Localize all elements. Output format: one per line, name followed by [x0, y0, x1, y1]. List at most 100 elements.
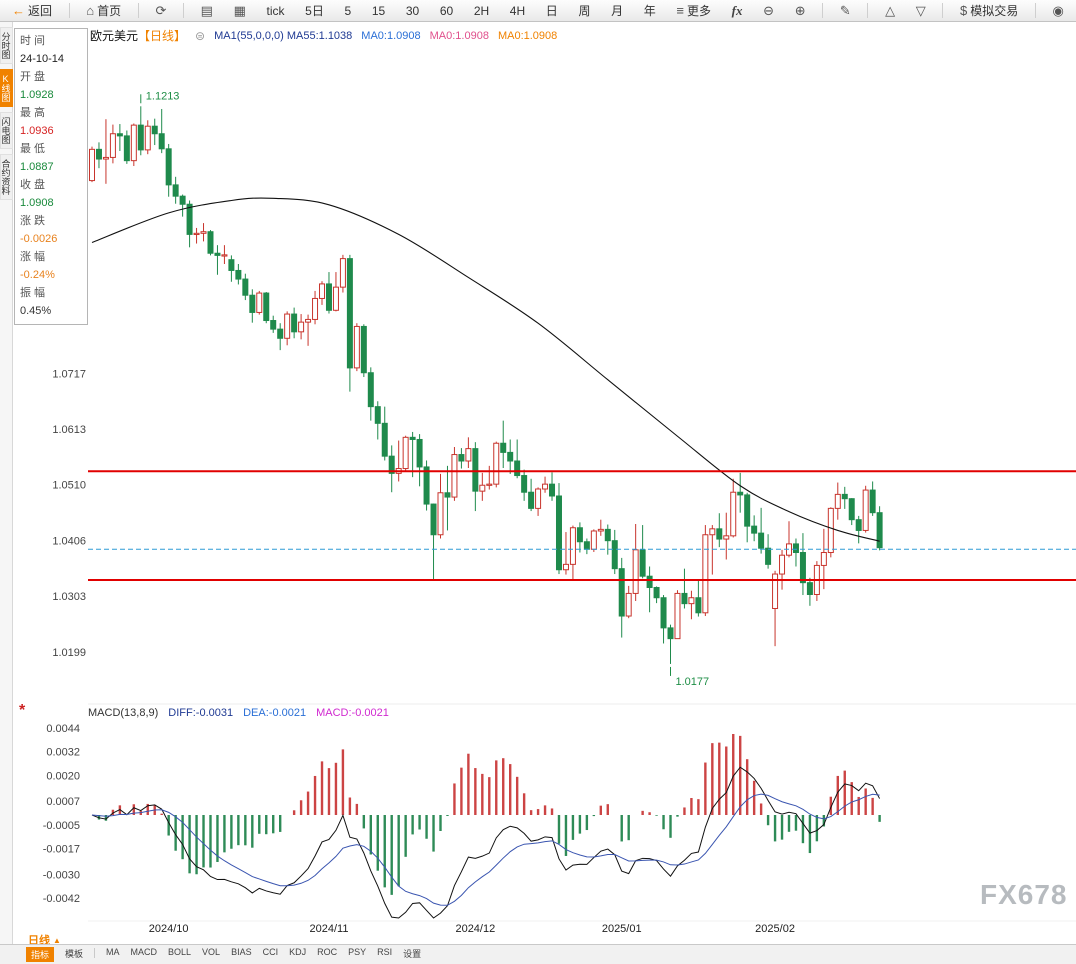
- left-nav-strip: 分时图 K线图闪电图合约资料: [0, 22, 13, 951]
- indicator-bias[interactable]: BIAS: [231, 947, 252, 957]
- indicator-vol[interactable]: VOL: [202, 947, 221, 957]
- back-button[interactable]: ← 返回: [8, 0, 56, 21]
- price-axis-label: 1.0199: [52, 647, 86, 659]
- info-label: 涨 跌: [20, 215, 46, 227]
- indicator-cci[interactable]: CCI: [262, 947, 279, 957]
- home-button[interactable]: ⌂ 首页: [82, 0, 125, 21]
- period-4h-button-label: 4H: [509, 3, 526, 18]
- macd-axis-label: -0.0030: [43, 869, 80, 881]
- toolbar-separator: [1034, 3, 1036, 18]
- period-month-button[interactable]: 月: [607, 0, 627, 21]
- period-5m-button[interactable]: 5: [340, 0, 355, 21]
- period-week-button[interactable]: 周: [574, 0, 594, 21]
- period-2h-button-label: 2H: [473, 3, 490, 18]
- period-year-button[interactable]: 年: [640, 0, 660, 21]
- indicator-roc[interactable]: ROC: [317, 947, 338, 957]
- fx-indicator-button[interactable]: fx: [728, 0, 747, 21]
- time-axis: 2024/10 2024/11 2024/12 2025/01 2025/02: [149, 923, 795, 935]
- period-15m-button[interactable]: 15: [368, 0, 389, 21]
- timeline-chart-button[interactable]: ▤: [197, 0, 217, 21]
- price-axis-label: 1.0406: [52, 536, 86, 548]
- toolbar-separator: [68, 3, 70, 18]
- chart-settings-icon[interactable]: ⊜: [195, 28, 206, 43]
- triangle-up-icon: △: [885, 3, 896, 18]
- high-annotation: 1.1213: [146, 90, 180, 102]
- toolbar-separator: [137, 3, 139, 18]
- indicator-macd[interactable]: MACD: [130, 947, 158, 957]
- bar-chart-icon: ▤: [200, 3, 213, 18]
- info-label: 开 盘: [20, 71, 46, 83]
- period-tick-button[interactable]: tick: [263, 0, 289, 21]
- more-button[interactable]: ≡ 更多: [672, 0, 715, 21]
- refresh-button[interactable]: ⟳: [151, 0, 170, 21]
- price-axis: 1.0717 1.0613 1.0510 1.0406 1.0303 1.0199: [52, 368, 86, 659]
- period-30m-button-label: 30: [405, 3, 420, 18]
- info-value: -0.0026: [20, 233, 58, 245]
- time-axis-label: 2024/10: [149, 923, 189, 935]
- indicator-rsi[interactable]: RSI: [377, 947, 393, 957]
- macd-dea-line: [91, 793, 880, 906]
- period-5d-button[interactable]: 5日: [301, 0, 328, 21]
- tab-templates[interactable]: 模板: [65, 949, 84, 959]
- indicator-ma[interactable]: MA: [106, 947, 120, 957]
- nav-time-chart[interactable]: 分时图: [0, 27, 13, 64]
- home-icon: ⌂: [86, 3, 95, 18]
- chart-header: 欧元美元【日线】 ⊜ MA1(55,0,0,0) MA55:1.1038 MA0…: [90, 27, 557, 44]
- chevron-up-icon: ▲: [53, 935, 61, 945]
- annotations-layer: 1.1213 1.0177: [140, 90, 709, 688]
- price-axis-label: 1.0613: [52, 424, 86, 436]
- refresh-icon: ⟳: [155, 3, 167, 18]
- indicator-boll[interactable]: BOLL: [168, 947, 192, 957]
- period-day-button-label: 日: [545, 4, 558, 18]
- time-axis-label: 2024/11: [310, 923, 349, 935]
- info-value: -0.24%: [20, 269, 55, 281]
- ma55-line: [91, 197, 880, 542]
- period-5d-button-label: 5日: [305, 4, 324, 18]
- tab-indicators[interactable]: 指标: [26, 947, 55, 962]
- time-axis-label: 2025/01: [602, 923, 642, 935]
- nav-lightning-chart[interactable]: 闪电图: [0, 112, 13, 149]
- indicator-kdj[interactable]: KDJ: [289, 947, 307, 957]
- draw-button[interactable]: ✎: [836, 0, 855, 21]
- menu-icon: ≡: [676, 3, 684, 18]
- zoom-out-button[interactable]: ⊖: [759, 0, 778, 21]
- candle-chart-button[interactable]: ▦: [230, 0, 250, 21]
- macd-axis-label: 0.0044: [46, 723, 80, 735]
- info-label: 涨 幅: [20, 251, 46, 263]
- period-day-button[interactable]: 日: [542, 0, 562, 21]
- info-value: 1.0908: [20, 197, 54, 209]
- period-tag: 【日线】: [138, 29, 187, 43]
- period-15m-button-label: 15: [371, 3, 386, 18]
- arrow-left-icon: ←: [12, 3, 25, 18]
- fx-indicator-button-label: fx: [731, 2, 743, 18]
- shape-down-button[interactable]: ▽: [912, 0, 930, 21]
- candle-chart-icon: ▦: [233, 3, 246, 18]
- ohlc-info-panel: 时 间 24-10-14 开 盘 1.0928 最 高 1.0936 最 低 1.0887 收 …: [14, 28, 88, 325]
- ma0-readout-2: MA0:1.0908: [429, 29, 489, 42]
- macd-axis-label: -0.0005: [43, 820, 80, 832]
- period-4h-button[interactable]: 4H: [506, 0, 529, 21]
- period-2h-button[interactable]: 2H: [470, 0, 493, 21]
- nav-contract-info[interactable]: 合约资料: [0, 154, 13, 200]
- globe-button[interactable]: ◉: [1049, 0, 1068, 21]
- info-value: 1.0928: [20, 89, 54, 101]
- zoom-in-icon: ⊕: [794, 3, 806, 18]
- zoom-out-icon: ⊖: [763, 3, 775, 18]
- period-30m-button[interactable]: 30: [402, 0, 423, 21]
- sim-trade-button[interactable]: $ 模拟交易: [956, 0, 1022, 21]
- info-value: 1.0887: [20, 161, 54, 173]
- indicator-tabs-row: 指标 模板 MA MACD BOLL VOL BIAS CCI KDJ ROC PSY RSI 设置: [0, 944, 1076, 964]
- nav-kline-chart[interactable]: K线图: [0, 69, 13, 107]
- macd-histogram-layer: [97, 733, 881, 895]
- shape-up-button[interactable]: △: [881, 0, 899, 21]
- macd-axis-label: 0.0007: [46, 796, 80, 808]
- indicator-settings-button[interactable]: 设置: [403, 949, 422, 959]
- zoom-in-button[interactable]: ⊕: [791, 0, 810, 21]
- indicator-psy[interactable]: PSY: [348, 947, 367, 957]
- period-60m-button[interactable]: 60: [436, 0, 457, 21]
- time-axis-label: 2025/02: [755, 923, 795, 935]
- period-tick-button-label: tick: [266, 3, 285, 18]
- macd-axis-label: -0.0042: [43, 893, 80, 905]
- period-5m-button-label: 5: [344, 3, 352, 18]
